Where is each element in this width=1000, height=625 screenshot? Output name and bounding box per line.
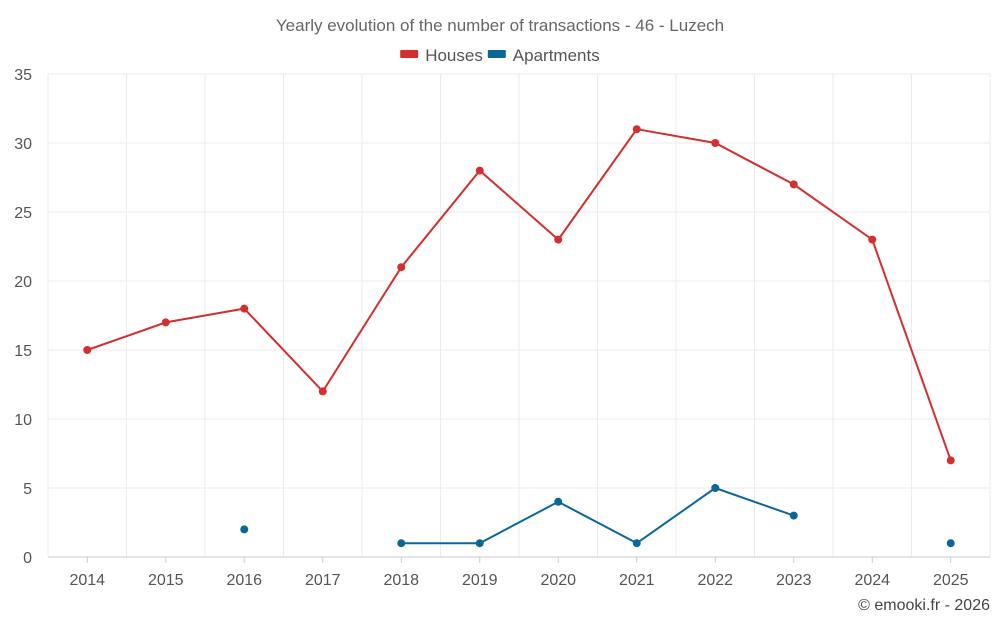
x-tick-label: 2019 xyxy=(462,572,498,589)
grid xyxy=(47,73,991,558)
legend-item-apartments[interactable]: Apartments xyxy=(487,46,600,65)
y-tick-label: 5 xyxy=(23,481,32,498)
x-tick-label: 2025 xyxy=(933,572,969,589)
data-point-houses[interactable] xyxy=(83,346,92,354)
y-tick-label: 15 xyxy=(14,343,32,360)
series-apartments xyxy=(240,484,955,548)
series-line-apartments xyxy=(401,486,795,545)
data-point-apartments[interactable] xyxy=(789,511,798,520)
x-tick-label: 2014 xyxy=(69,572,105,589)
y-tick-label: 30 xyxy=(14,136,32,153)
data-point-houses[interactable] xyxy=(632,125,641,134)
legend-label: Houses xyxy=(425,46,483,65)
x-tick-label: 2016 xyxy=(226,572,262,589)
data-point-houses[interactable] xyxy=(868,235,877,244)
data-point-houses[interactable] xyxy=(318,387,327,396)
y-tick-label: 0 xyxy=(23,550,32,567)
data-point-apartments[interactable] xyxy=(240,525,249,534)
data-point-apartments[interactable] xyxy=(946,539,955,548)
x-tick-label: 2017 xyxy=(305,572,341,589)
data-point-apartments[interactable] xyxy=(711,484,720,492)
x-tick-label: 2020 xyxy=(540,572,576,589)
series-line-houses xyxy=(86,128,952,461)
x-tick-label: 2015 xyxy=(148,572,184,589)
data-point-houses[interactable] xyxy=(946,456,955,465)
data-point-apartments[interactable] xyxy=(397,539,406,548)
x-tick-label: 2018 xyxy=(383,572,419,589)
y-tick-label: 35 xyxy=(14,67,32,84)
legend-swatch xyxy=(487,50,506,58)
data-point-apartments[interactable] xyxy=(475,539,484,548)
y-tick-label: 20 xyxy=(14,274,32,291)
x-tick-label: 2024 xyxy=(854,572,890,589)
series-houses xyxy=(83,125,955,465)
data-point-houses[interactable] xyxy=(161,318,170,327)
data-point-houses[interactable] xyxy=(475,166,484,175)
data-point-houses[interactable] xyxy=(240,304,249,313)
data-point-houses[interactable] xyxy=(554,235,563,244)
data-point-houses[interactable] xyxy=(397,263,406,272)
series-group xyxy=(83,125,955,548)
x-axis: 2014 2015 2016 2017 2018 2019 2020 2021 2022 2023… xyxy=(69,557,969,589)
data-point-apartments[interactable] xyxy=(554,497,563,506)
credit-text: © emooki.fr - 2026 xyxy=(858,597,990,614)
y-tick-label: 25 xyxy=(14,205,32,222)
data-point-houses[interactable] xyxy=(711,139,720,147)
y-tick-label: 10 xyxy=(14,412,32,429)
x-tick-label: 2022 xyxy=(697,572,733,589)
legend-label: Apartments xyxy=(513,46,600,65)
y-axis: 0 5 10 15 20 25 30 35 xyxy=(14,67,32,567)
data-point-houses[interactable] xyxy=(789,180,798,189)
x-tick-label: 2023 xyxy=(776,572,812,589)
data-point-apartments[interactable] xyxy=(632,539,641,548)
legend-item-houses[interactable]: Houses xyxy=(400,46,483,65)
x-tick-label: 2021 xyxy=(619,572,655,589)
legend-swatch xyxy=(400,50,419,58)
chart-title: Yearly evolution of the number of transa… xyxy=(276,16,724,35)
legend: Houses Apartments xyxy=(400,46,600,65)
